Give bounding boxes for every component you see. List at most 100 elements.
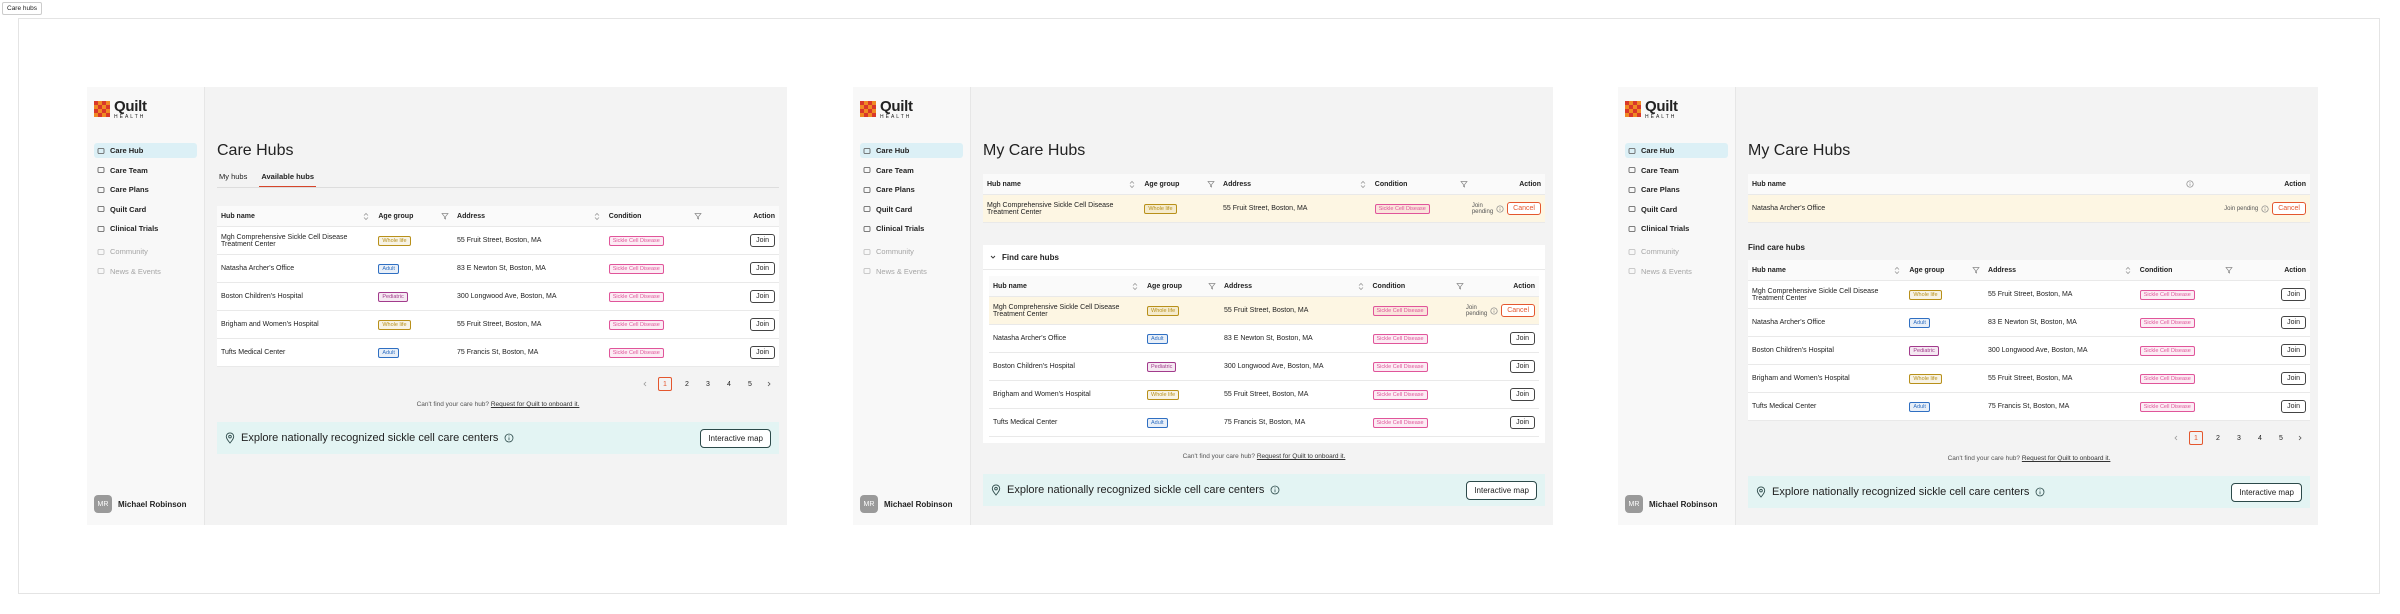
- nav-item[interactable]: Community: [1625, 244, 1728, 259]
- section-head[interactable]: Find care hubs: [983, 245, 1545, 270]
- join-button[interactable]: Join: [750, 346, 775, 359]
- nav-item[interactable]: Clinical Trials: [860, 221, 963, 236]
- prev-page[interactable]: [641, 380, 649, 388]
- join-button[interactable]: Join: [2281, 288, 2306, 301]
- join-button[interactable]: Join: [1510, 416, 1535, 429]
- next-page[interactable]: [2296, 434, 2304, 442]
- user[interactable]: MR Michael Robinson: [1625, 495, 1717, 513]
- note: Can't find your care hub? Request for Qu…: [217, 401, 779, 408]
- cell-text: 83 E Newton St, Boston, MA: [457, 265, 546, 272]
- cancel-button[interactable]: Cancel: [1507, 202, 1541, 215]
- column-header: Hub name: [221, 212, 255, 220]
- info-icon-svg: [2261, 204, 2269, 213]
- nav-item[interactable]: Quilt Card: [860, 202, 963, 217]
- nav-item[interactable]: Care Hub: [860, 143, 963, 158]
- table-header-row: Hub name Age group Address Condition Action: [1748, 260, 2310, 281]
- join-button[interactable]: Join: [2281, 316, 2306, 329]
- nav-item[interactable]: Community: [860, 244, 963, 259]
- page-number[interactable]: 1: [2189, 431, 2203, 445]
- info-icon-svg: [1490, 306, 1498, 315]
- table-cell: Sickle Cell Disease: [1369, 414, 1468, 432]
- cell-text: Boston Children's Hospital: [221, 293, 303, 300]
- nav-icon-svg: [1628, 225, 1636, 232]
- page-number[interactable]: 5: [2279, 434, 2283, 442]
- prev-page[interactable]: [2172, 434, 2180, 442]
- avatar: MR: [1625, 495, 1643, 513]
- join-button[interactable]: Join: [1510, 388, 1535, 401]
- page-number[interactable]: 5: [748, 380, 752, 388]
- page-number[interactable]: 4: [727, 380, 731, 388]
- page-number[interactable]: 3: [706, 380, 710, 388]
- join-button[interactable]: Join: [750, 318, 775, 331]
- nav-icon: [97, 267, 105, 275]
- note-link[interactable]: Request for Quilt to onboard it.: [2021, 455, 2111, 462]
- nav-icon-svg: [863, 248, 871, 255]
- nav-item[interactable]: News & Events: [94, 264, 197, 279]
- pagination: 1 2 3 4 5: [1748, 431, 2310, 445]
- tag: Sickle Cell Disease: [2139, 289, 2195, 300]
- filter-icon: [1208, 282, 1216, 291]
- user[interactable]: MR Michael Robinson: [860, 495, 952, 513]
- page-number[interactable]: 2: [685, 380, 689, 388]
- nav-item[interactable]: Care Hub: [1625, 143, 1728, 158]
- table-cell: 300 Longwood Ave, Boston, MA: [1984, 343, 2136, 358]
- table-cell: Join: [706, 286, 779, 307]
- nav-item[interactable]: News & Events: [1625, 264, 1728, 279]
- nav-item[interactable]: Care Plans: [860, 182, 963, 197]
- cell-text: Boston Children's Hospital: [1752, 347, 1834, 354]
- cancel-button[interactable]: Cancel: [2272, 202, 2306, 215]
- info-icon: [2186, 180, 2194, 188]
- join-button[interactable]: Join: [1510, 332, 1535, 345]
- page-number[interactable]: 1: [658, 377, 672, 391]
- note-link[interactable]: Request for Quilt to onboard it.: [490, 401, 580, 408]
- cancel-button[interactable]: Cancel: [1501, 304, 1535, 317]
- table-cell: Sickle Cell Disease: [2136, 398, 2237, 416]
- nav-icon: [97, 186, 105, 194]
- column-header: Age group: [378, 212, 414, 220]
- table-cell: Whole life: [374, 316, 453, 334]
- banner-button[interactable]: Interactive map: [2231, 482, 2302, 502]
- join-button[interactable]: Join: [2281, 344, 2306, 357]
- section-title: Find care hubs: [1748, 243, 1805, 252]
- nav-item[interactable]: Care Team: [860, 163, 963, 178]
- table-card: Hub name Age group Address Condition Action M…: [989, 276, 1539, 437]
- nav-label: Quilt Card: [110, 204, 147, 214]
- join-button[interactable]: Join: [750, 290, 775, 303]
- nav-item[interactable]: Quilt Card: [94, 202, 197, 217]
- nav-icon: [863, 267, 871, 275]
- page-number[interactable]: 2: [2216, 434, 2220, 442]
- nav-item[interactable]: Care Plans: [94, 182, 197, 197]
- join-button[interactable]: Join: [750, 262, 775, 275]
- nav-item[interactable]: Care Plans: [1625, 182, 1728, 197]
- note-link[interactable]: Request for Quilt to onboard it.: [1256, 453, 1346, 460]
- filter-icon-svg: [2225, 266, 2233, 274]
- join-button[interactable]: Join: [1510, 360, 1535, 373]
- nav-item[interactable]: Care Team: [1625, 163, 1728, 178]
- sort-icon: [1359, 180, 1367, 189]
- user[interactable]: MR Michael Robinson: [94, 495, 186, 513]
- header-cell: Condition: [1369, 278, 1468, 295]
- nav-item[interactable]: Care Team: [94, 163, 197, 178]
- nav-item[interactable]: Community: [94, 244, 197, 259]
- nav-item[interactable]: Care Hub: [94, 143, 197, 158]
- sort-icon-svg: [1360, 180, 1366, 188]
- join-button[interactable]: Join: [750, 234, 775, 247]
- page-number[interactable]: 4: [2258, 434, 2262, 442]
- tab[interactable]: My hubs: [219, 172, 248, 181]
- nav-item[interactable]: Quilt Card: [1625, 202, 1728, 217]
- join-button[interactable]: Join: [2281, 372, 2306, 385]
- table-cell: 300 Longwood Ave, Boston, MA: [1220, 359, 1369, 374]
- join-button[interactable]: Join: [2281, 400, 2306, 413]
- nav-item[interactable]: Clinical Trials: [1625, 221, 1728, 236]
- table-card: Hub name Age group Address Condition Action M…: [1748, 260, 2310, 421]
- nav-item[interactable]: News & Events: [860, 264, 963, 279]
- brand: Quilt: [114, 97, 147, 115]
- tab[interactable]: Available hubs: [259, 170, 317, 187]
- banner-button[interactable]: Interactive map: [1466, 480, 1537, 500]
- banner-button[interactable]: Interactive map: [700, 428, 771, 448]
- brand: Quilt: [880, 97, 913, 115]
- info-icon-svg: [1271, 485, 1280, 495]
- next-page[interactable]: [765, 380, 773, 388]
- page-number[interactable]: 3: [2237, 434, 2241, 442]
- nav-item[interactable]: Clinical Trials: [94, 221, 197, 236]
